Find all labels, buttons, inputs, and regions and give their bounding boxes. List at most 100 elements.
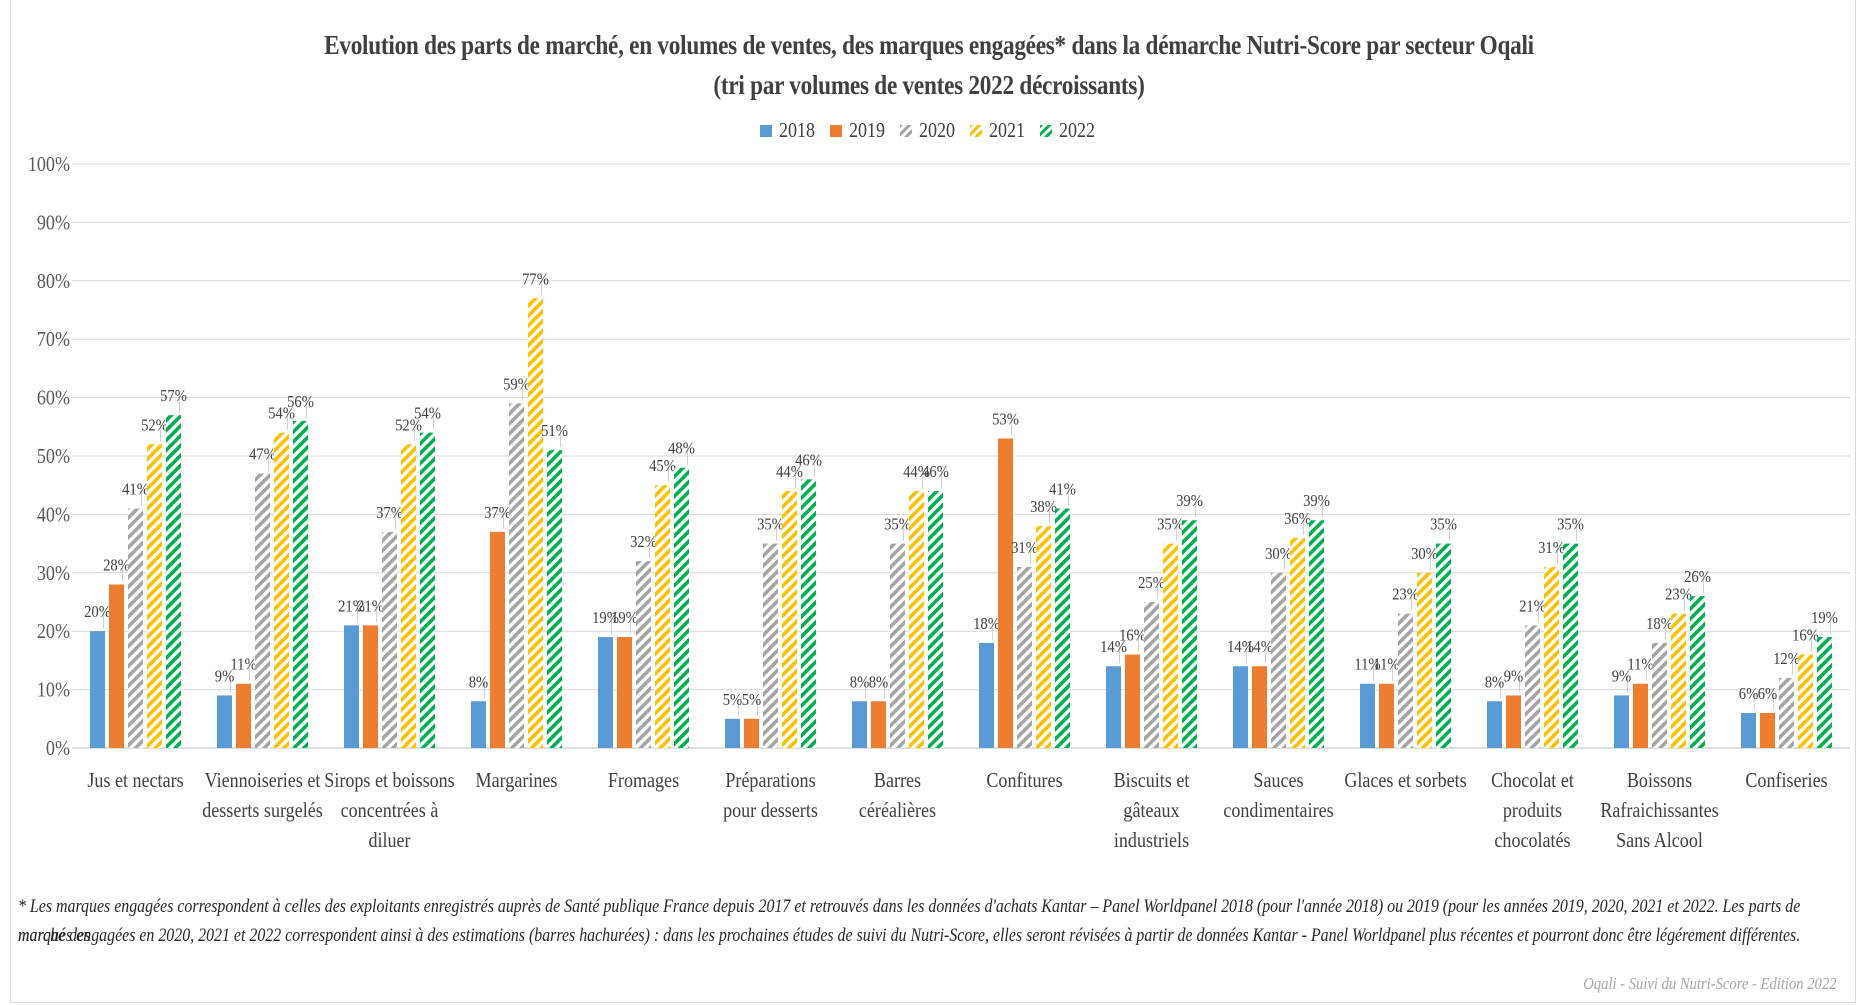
data-label: 53% <box>992 411 1019 429</box>
bar-2020 <box>255 473 270 748</box>
legend-label: 2019 <box>848 118 886 142</box>
y-tick-label: 20% <box>37 621 70 644</box>
legend-label: 2021 <box>988 118 1026 142</box>
bar-2022 <box>801 479 816 748</box>
bar-2021 <box>1163 543 1178 748</box>
data-label: 35% <box>1157 516 1184 534</box>
data-label: 31% <box>1011 539 1038 557</box>
data-label: 46% <box>922 463 949 481</box>
data-label: 9% <box>215 668 234 686</box>
legend-swatch <box>760 124 772 137</box>
bar-2022 <box>928 491 943 748</box>
bar-2020 <box>1779 677 1794 748</box>
data-label: 41% <box>122 481 149 499</box>
bar-2022 <box>1309 520 1324 748</box>
data-label: 46% <box>795 451 822 469</box>
x-tick-label: Sauces <box>1253 770 1303 793</box>
bar-2018 <box>1614 695 1629 748</box>
bar-2019 <box>998 438 1013 748</box>
data-label: 35% <box>884 516 911 534</box>
data-label: 14% <box>1227 638 1254 656</box>
bar-2019 <box>1125 654 1140 748</box>
data-label: 19% <box>1811 609 1838 627</box>
data-label: 52% <box>141 416 168 434</box>
data-label: 30% <box>1411 545 1438 563</box>
data-label: 11% <box>1627 656 1653 674</box>
data-label: 47% <box>249 446 276 464</box>
data-label: 5% <box>742 691 761 709</box>
data-label: 30% <box>1265 545 1292 563</box>
legend-label: 2018 <box>778 118 816 142</box>
data-label: 56% <box>287 393 314 411</box>
legend-swatch <box>1040 124 1052 137</box>
y-tick-label: 0% <box>46 738 70 761</box>
bar-2021 <box>1036 526 1051 748</box>
data-label: 9% <box>1612 668 1631 686</box>
credit-text: Oqali - Suivi du Nutri-Score - Edition 2… <box>1582 974 1836 993</box>
bar-2018 <box>979 642 994 748</box>
x-tick-label: chocolatés <box>1494 830 1570 853</box>
bar-2018 <box>90 631 105 748</box>
data-label: 5% <box>723 691 742 709</box>
legend-label: 2022 <box>1058 118 1096 142</box>
data-label: 54% <box>268 405 295 423</box>
bar-2018 <box>217 695 232 748</box>
data-label: 9% <box>1504 668 1523 686</box>
legend-item-2020: 2020 <box>900 118 958 143</box>
x-tick-label: produits <box>1503 800 1562 823</box>
bar-2020 <box>1398 613 1413 748</box>
bar-2019 <box>236 683 251 748</box>
bar-2021 <box>1290 537 1305 748</box>
data-label: 48% <box>668 440 695 458</box>
data-label: 19% <box>611 609 638 627</box>
x-tick-label: Margarines <box>476 770 558 793</box>
data-label: 54% <box>414 405 441 423</box>
bar-2018 <box>725 718 740 748</box>
bar-2018 <box>598 637 613 748</box>
data-label: 51% <box>541 422 568 440</box>
bar-2021 <box>1544 566 1559 748</box>
y-tick-label: 60% <box>37 387 70 410</box>
data-label: 6% <box>1739 685 1758 703</box>
chart-legend: 2018 2019 2020 2021 2022 <box>0 118 1858 144</box>
data-label: 59% <box>503 376 530 394</box>
data-label: 35% <box>1557 516 1584 534</box>
data-label: 36% <box>1284 510 1311 528</box>
bar-2022 <box>674 467 689 748</box>
data-label: 45% <box>649 457 676 475</box>
bar-2020 <box>509 403 524 748</box>
bar-2020 <box>382 531 397 748</box>
footnote-line-1: * Les marques engagées correspondent à c… <box>18 897 1801 946</box>
bar-2022 <box>1690 596 1705 748</box>
data-label: 23% <box>1665 586 1692 604</box>
x-tick-label: Sans Alcool <box>1616 830 1703 853</box>
bar-2020 <box>128 508 143 748</box>
x-tick-label: gâteaux <box>1123 800 1179 823</box>
data-label: 21% <box>338 597 365 615</box>
bar-2020 <box>1017 566 1032 748</box>
y-tick-label: 90% <box>37 212 70 235</box>
bar-2022 <box>420 432 435 748</box>
chart-subtitle: (tri par volumes de ventes 2022 décroiss… <box>713 70 1145 100</box>
data-label: 25% <box>1138 574 1165 592</box>
bar-2019 <box>871 701 886 748</box>
data-label: 20% <box>84 603 111 621</box>
bar-2021 <box>655 485 670 748</box>
y-tick-label: 30% <box>37 563 70 586</box>
data-label: 11% <box>230 656 256 674</box>
data-label: 19% <box>592 609 619 627</box>
legend-swatch <box>900 124 912 137</box>
data-label: 52% <box>395 416 422 434</box>
bar-2019 <box>1506 695 1521 748</box>
x-tick-label: Jus et nectars <box>87 770 183 793</box>
data-label: 16% <box>1792 627 1819 645</box>
bar-2021 <box>1417 572 1432 748</box>
x-tick-label: industriels <box>1114 830 1189 853</box>
x-tick-label: concentrées à <box>341 800 439 823</box>
bar-2021 <box>528 298 543 748</box>
data-label: 39% <box>1303 492 1330 510</box>
data-label: 38% <box>1030 498 1057 516</box>
bar-2021 <box>401 444 416 748</box>
bar-2019 <box>1379 683 1394 748</box>
y-tick-label: 10% <box>37 679 70 702</box>
